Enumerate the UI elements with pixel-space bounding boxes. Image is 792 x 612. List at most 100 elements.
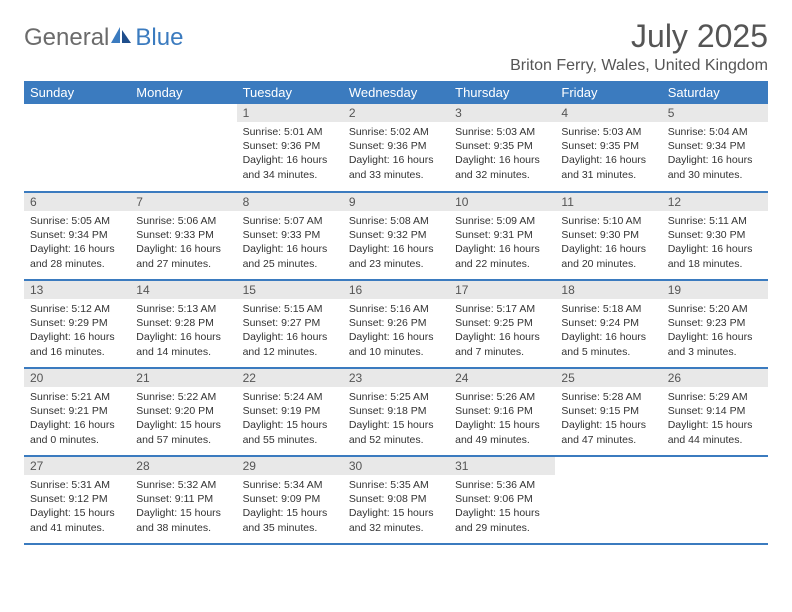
calendar-day-cell: 19Sunrise: 5:20 AMSunset: 9:23 PMDayligh… [662, 280, 768, 368]
day-number: 30 [343, 457, 449, 475]
calendar-day-cell: 3Sunrise: 5:03 AMSunset: 9:35 PMDaylight… [449, 104, 555, 192]
weekday-header: Thursday [449, 81, 555, 104]
day-details: Sunrise: 5:34 AMSunset: 9:09 PMDaylight:… [237, 475, 343, 539]
day-number: 18 [555, 281, 661, 299]
day-number: 24 [449, 369, 555, 387]
day-number: 10 [449, 193, 555, 211]
calendar-day-cell: 14Sunrise: 5:13 AMSunset: 9:28 PMDayligh… [130, 280, 236, 368]
calendar-day-cell: 12Sunrise: 5:11 AMSunset: 9:30 PMDayligh… [662, 192, 768, 280]
day-number: 11 [555, 193, 661, 211]
calendar-week-row: 27Sunrise: 5:31 AMSunset: 9:12 PMDayligh… [24, 456, 768, 544]
weekday-header: Sunday [24, 81, 130, 104]
day-details: Sunrise: 5:12 AMSunset: 9:29 PMDaylight:… [24, 299, 130, 363]
calendar-body: 1Sunrise: 5:01 AMSunset: 9:36 PMDaylight… [24, 104, 768, 544]
day-number: 23 [343, 369, 449, 387]
title-block: July 2025 Briton Ferry, Wales, United Ki… [510, 18, 768, 75]
header: General Blue July 2025 Briton Ferry, Wal… [24, 18, 768, 75]
calendar-day-cell: 5Sunrise: 5:04 AMSunset: 9:34 PMDaylight… [662, 104, 768, 192]
calendar-grid: SundayMondayTuesdayWednesdayThursdayFrid… [24, 81, 768, 545]
day-details: Sunrise: 5:02 AMSunset: 9:36 PMDaylight:… [343, 122, 449, 186]
calendar-day-cell: 1Sunrise: 5:01 AMSunset: 9:36 PMDaylight… [237, 104, 343, 192]
day-details: Sunrise: 5:25 AMSunset: 9:18 PMDaylight:… [343, 387, 449, 451]
day-number: 7 [130, 193, 236, 211]
day-number: 31 [449, 457, 555, 475]
calendar-day-cell: 13Sunrise: 5:12 AMSunset: 9:29 PMDayligh… [24, 280, 130, 368]
calendar-day-cell: 9Sunrise: 5:08 AMSunset: 9:32 PMDaylight… [343, 192, 449, 280]
day-number: 22 [237, 369, 343, 387]
day-details: Sunrise: 5:21 AMSunset: 9:21 PMDaylight:… [24, 387, 130, 451]
day-number: 13 [24, 281, 130, 299]
calendar-day-cell: 6Sunrise: 5:05 AMSunset: 9:34 PMDaylight… [24, 192, 130, 280]
calendar-day-cell: 28Sunrise: 5:32 AMSunset: 9:11 PMDayligh… [130, 456, 236, 544]
day-number: 25 [555, 369, 661, 387]
calendar-day-cell: 31Sunrise: 5:36 AMSunset: 9:06 PMDayligh… [449, 456, 555, 544]
day-details: Sunrise: 5:29 AMSunset: 9:14 PMDaylight:… [662, 387, 768, 451]
day-details: Sunrise: 5:10 AMSunset: 9:30 PMDaylight:… [555, 211, 661, 275]
day-number: 26 [662, 369, 768, 387]
calendar-day-cell: 26Sunrise: 5:29 AMSunset: 9:14 PMDayligh… [662, 368, 768, 456]
day-details: Sunrise: 5:15 AMSunset: 9:27 PMDaylight:… [237, 299, 343, 363]
day-details: Sunrise: 5:11 AMSunset: 9:30 PMDaylight:… [662, 211, 768, 275]
day-details: Sunrise: 5:28 AMSunset: 9:15 PMDaylight:… [555, 387, 661, 451]
calendar-page: General Blue July 2025 Briton Ferry, Wal… [0, 0, 792, 612]
calendar-day-cell: 2Sunrise: 5:02 AMSunset: 9:36 PMDaylight… [343, 104, 449, 192]
weekday-header: Friday [555, 81, 661, 104]
day-details: Sunrise: 5:32 AMSunset: 9:11 PMDaylight:… [130, 475, 236, 539]
day-details: Sunrise: 5:06 AMSunset: 9:33 PMDaylight:… [130, 211, 236, 275]
weekday-header: Monday [130, 81, 236, 104]
calendar-day-cell: 22Sunrise: 5:24 AMSunset: 9:19 PMDayligh… [237, 368, 343, 456]
day-number: 21 [130, 369, 236, 387]
day-details: Sunrise: 5:04 AMSunset: 9:34 PMDaylight:… [662, 122, 768, 186]
calendar-day-cell: 21Sunrise: 5:22 AMSunset: 9:20 PMDayligh… [130, 368, 236, 456]
calendar-day-cell: 23Sunrise: 5:25 AMSunset: 9:18 PMDayligh… [343, 368, 449, 456]
day-details: Sunrise: 5:18 AMSunset: 9:24 PMDaylight:… [555, 299, 661, 363]
logo-sail-icon [111, 24, 133, 52]
day-number: 1 [237, 104, 343, 122]
day-details: Sunrise: 5:03 AMSunset: 9:35 PMDaylight:… [449, 122, 555, 186]
day-details: Sunrise: 5:17 AMSunset: 9:25 PMDaylight:… [449, 299, 555, 363]
calendar-week-row: 1Sunrise: 5:01 AMSunset: 9:36 PMDaylight… [24, 104, 768, 192]
day-details: Sunrise: 5:35 AMSunset: 9:08 PMDaylight:… [343, 475, 449, 539]
calendar-empty-cell [24, 104, 130, 192]
calendar-empty-cell [130, 104, 236, 192]
day-details: Sunrise: 5:03 AMSunset: 9:35 PMDaylight:… [555, 122, 661, 186]
day-number: 9 [343, 193, 449, 211]
month-title: July 2025 [510, 18, 768, 55]
weekday-header: Saturday [662, 81, 768, 104]
day-details: Sunrise: 5:36 AMSunset: 9:06 PMDaylight:… [449, 475, 555, 539]
weekday-header: Tuesday [237, 81, 343, 104]
calendar-empty-cell [662, 456, 768, 544]
day-number: 29 [237, 457, 343, 475]
day-details: Sunrise: 5:20 AMSunset: 9:23 PMDaylight:… [662, 299, 768, 363]
day-number: 4 [555, 104, 661, 122]
calendar-day-cell: 17Sunrise: 5:17 AMSunset: 9:25 PMDayligh… [449, 280, 555, 368]
calendar-day-cell: 7Sunrise: 5:06 AMSunset: 9:33 PMDaylight… [130, 192, 236, 280]
day-number: 14 [130, 281, 236, 299]
day-details: Sunrise: 5:08 AMSunset: 9:32 PMDaylight:… [343, 211, 449, 275]
calendar-day-cell: 16Sunrise: 5:16 AMSunset: 9:26 PMDayligh… [343, 280, 449, 368]
day-details: Sunrise: 5:16 AMSunset: 9:26 PMDaylight:… [343, 299, 449, 363]
day-details: Sunrise: 5:05 AMSunset: 9:34 PMDaylight:… [24, 211, 130, 275]
logo-word2: Blue [135, 24, 183, 52]
calendar-day-cell: 29Sunrise: 5:34 AMSunset: 9:09 PMDayligh… [237, 456, 343, 544]
calendar-day-cell: 27Sunrise: 5:31 AMSunset: 9:12 PMDayligh… [24, 456, 130, 544]
day-number: 12 [662, 193, 768, 211]
calendar-day-cell: 11Sunrise: 5:10 AMSunset: 9:30 PMDayligh… [555, 192, 661, 280]
day-details: Sunrise: 5:01 AMSunset: 9:36 PMDaylight:… [237, 122, 343, 186]
weekday-header: Wednesday [343, 81, 449, 104]
calendar-day-cell: 15Sunrise: 5:15 AMSunset: 9:27 PMDayligh… [237, 280, 343, 368]
day-number: 27 [24, 457, 130, 475]
day-details: Sunrise: 5:07 AMSunset: 9:33 PMDaylight:… [237, 211, 343, 275]
day-details: Sunrise: 5:22 AMSunset: 9:20 PMDaylight:… [130, 387, 236, 451]
location: Briton Ferry, Wales, United Kingdom [510, 57, 768, 75]
calendar-head: SundayMondayTuesdayWednesdayThursdayFrid… [24, 81, 768, 104]
day-number: 19 [662, 281, 768, 299]
day-number: 2 [343, 104, 449, 122]
day-number: 16 [343, 281, 449, 299]
calendar-day-cell: 8Sunrise: 5:07 AMSunset: 9:33 PMDaylight… [237, 192, 343, 280]
calendar-week-row: 13Sunrise: 5:12 AMSunset: 9:29 PMDayligh… [24, 280, 768, 368]
calendar-day-cell: 25Sunrise: 5:28 AMSunset: 9:15 PMDayligh… [555, 368, 661, 456]
day-details: Sunrise: 5:24 AMSunset: 9:19 PMDaylight:… [237, 387, 343, 451]
logo: General Blue [24, 24, 183, 52]
day-number: 8 [237, 193, 343, 211]
